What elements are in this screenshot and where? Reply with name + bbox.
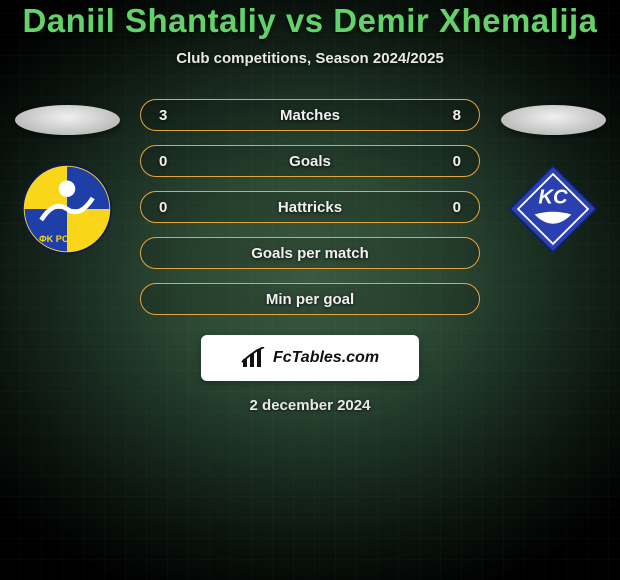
page-title: Daniil Shantaliy vs Demir Xhemalija — [22, 2, 597, 40]
krylia-diamond-icon: KC — [507, 163, 599, 255]
stat-row-goals: 0 Goals 0 — [140, 145, 480, 177]
right-column: KC — [498, 99, 608, 255]
stat-label: Goals — [177, 153, 443, 170]
stat-label: Min per goal — [177, 291, 443, 308]
player-silhouette-right — [501, 105, 606, 135]
content-container: Daniil Shantaliy vs Demir Xhemalija Club… — [0, 0, 620, 414]
svg-text:ΦK POCTOB: ΦK POCTOB — [39, 234, 95, 244]
left-column: ΦK POCTOB — [12, 99, 122, 255]
stat-row-hattricks: 0 Hattricks 0 — [140, 191, 480, 223]
stat-left-val: 3 — [159, 107, 177, 124]
club-logo-right: KC — [507, 163, 599, 255]
stat-left-val: 0 — [159, 153, 177, 170]
stats-area: ΦK POCTOB 3 Matches 8 0 Goals 0 0 Hattri… — [0, 99, 620, 315]
rostov-shield-icon: ΦK POCTOB — [21, 163, 113, 255]
stat-label: Goals per match — [177, 245, 443, 262]
club-logo-left: ΦK POCTOB — [21, 163, 113, 255]
stats-column: 3 Matches 8 0 Goals 0 0 Hattricks 0 Goal… — [140, 99, 480, 315]
stat-row-gpm: Goals per match — [140, 237, 480, 269]
bar-chart-icon — [241, 347, 267, 369]
stat-label: Hattricks — [177, 199, 443, 216]
stat-right-val: 0 — [443, 199, 461, 216]
brand-box: FcTables.com — [201, 335, 419, 381]
stat-row-mpg: Min per goal — [140, 283, 480, 315]
stat-left-val: 0 — [159, 199, 177, 216]
stat-right-val: 8 — [443, 107, 461, 124]
subtitle: Club competitions, Season 2024/2025 — [176, 50, 444, 67]
stat-right-val: 0 — [443, 153, 461, 170]
brand-text: FcTables.com — [273, 349, 379, 367]
stat-label: Matches — [177, 107, 443, 124]
footer-date: 2 december 2024 — [250, 397, 371, 414]
player-silhouette-left — [15, 105, 120, 135]
stat-row-matches: 3 Matches 8 — [140, 99, 480, 131]
svg-text:KC: KC — [538, 186, 568, 208]
